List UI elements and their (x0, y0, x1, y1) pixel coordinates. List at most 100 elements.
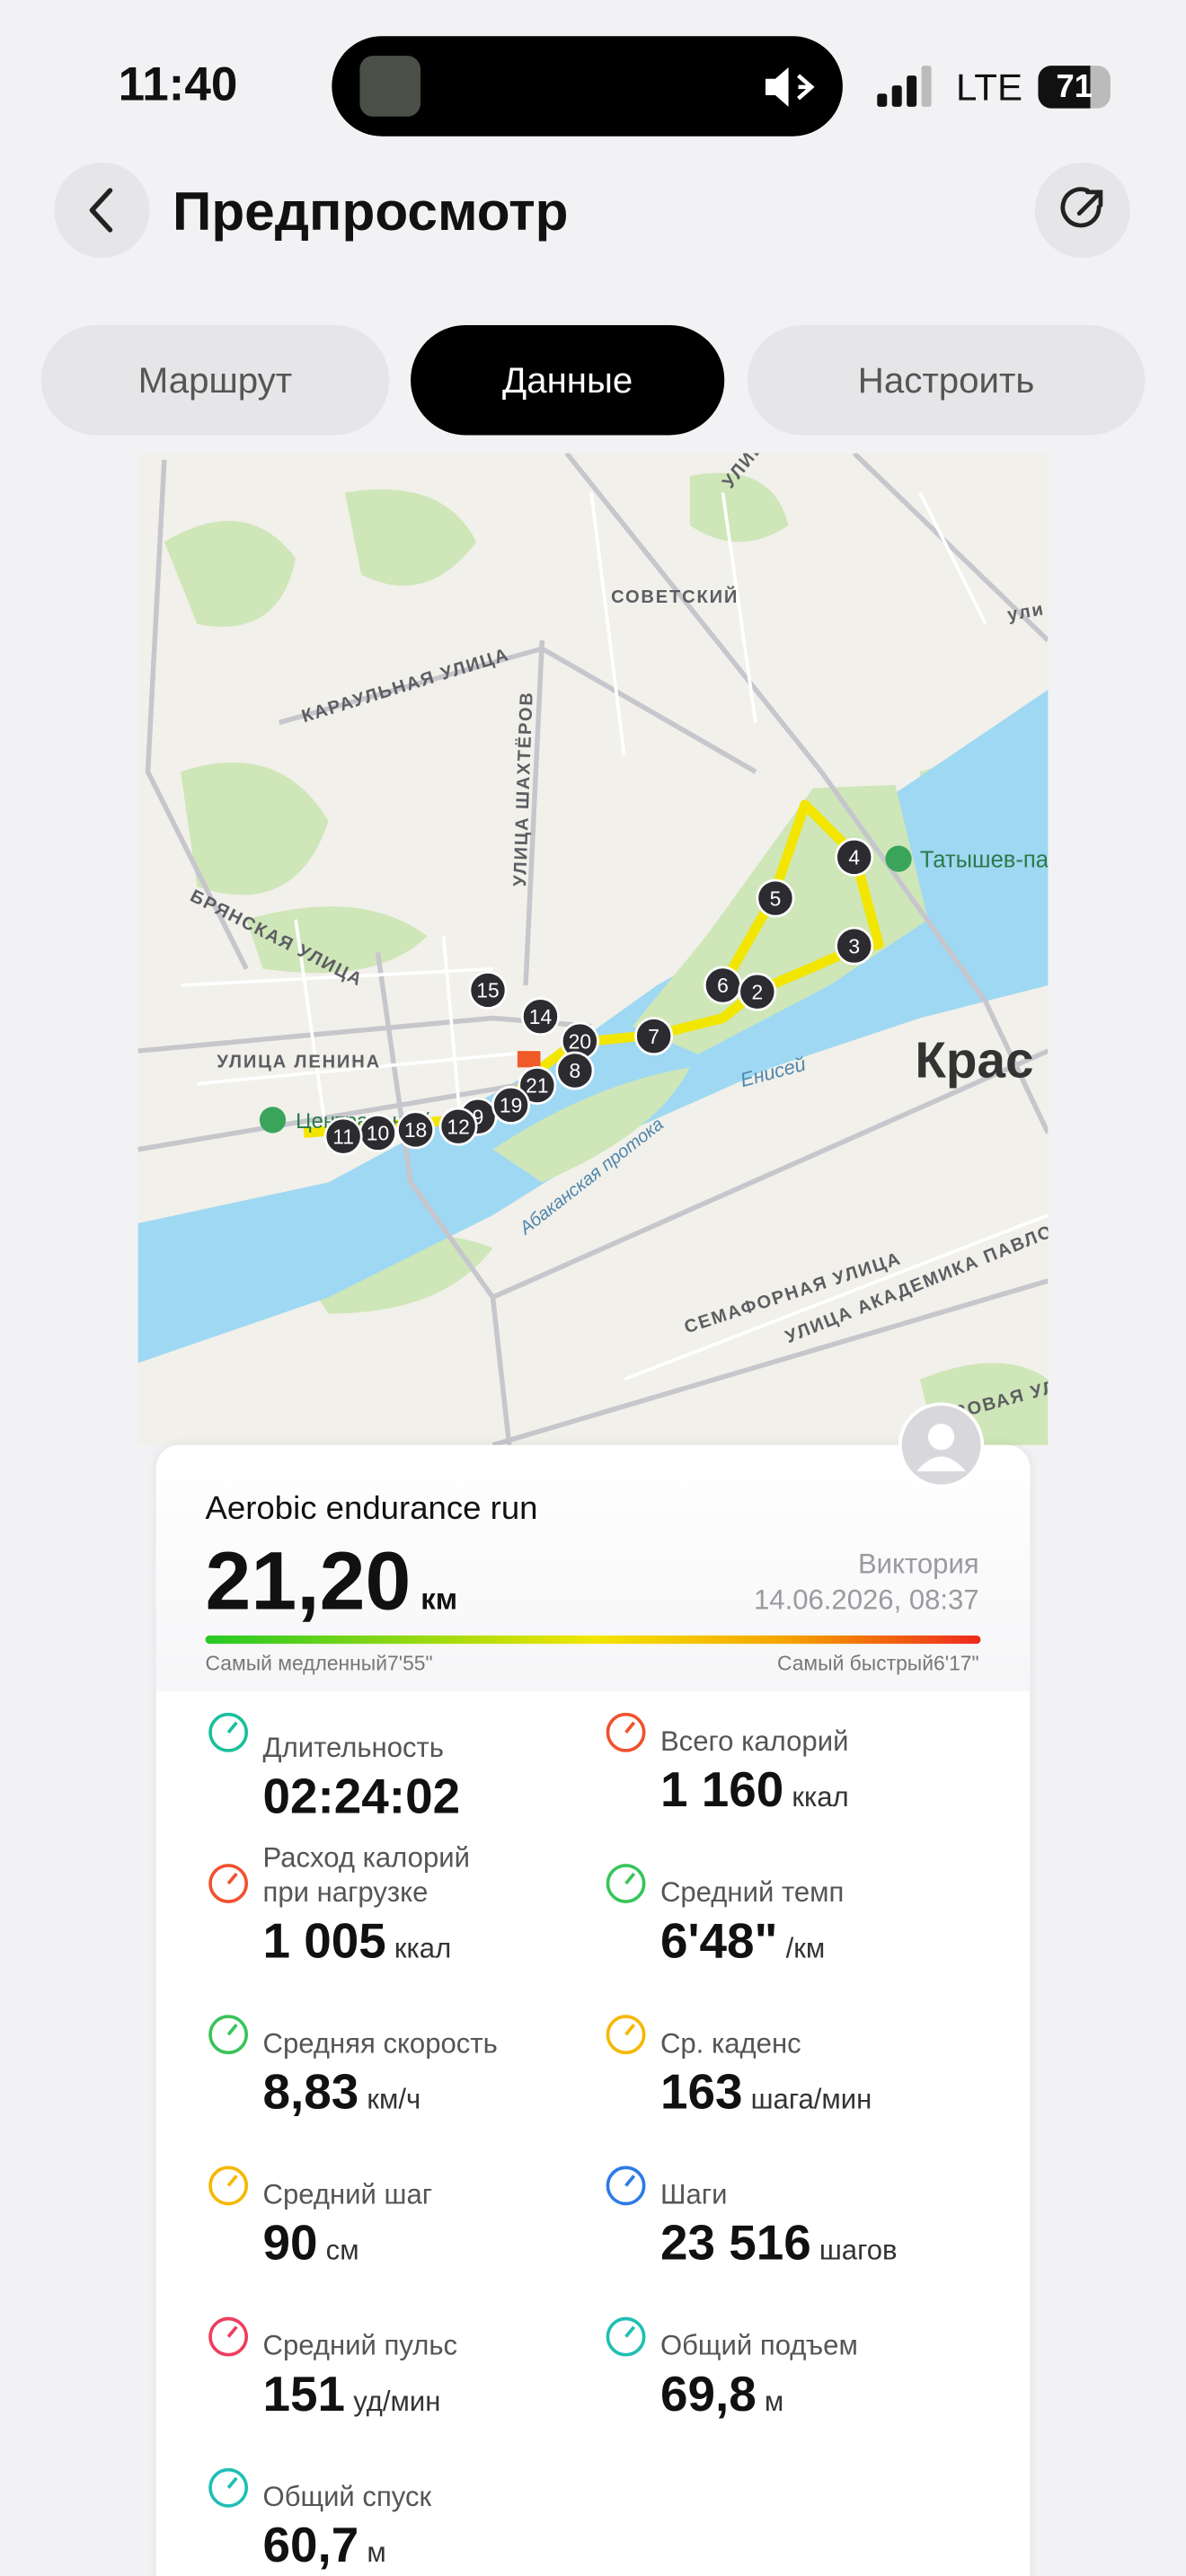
metric-label: Расход калорий при нагрузке (262, 1842, 470, 1909)
back-icon (89, 188, 113, 233)
metric: Всего калорий 1 160 ккал (606, 1712, 1022, 1828)
metric-unit: км/ч (367, 2084, 421, 2115)
route-marker (521, 997, 560, 1037)
metric-icon (208, 2015, 249, 2055)
metric-unit: ккал (792, 1781, 849, 1813)
metric-icon-shape (624, 2175, 636, 2187)
route-marker-label: 19 (500, 1094, 522, 1117)
fastest-label: Самый быстрый (776, 1652, 934, 1675)
route-marker (756, 878, 795, 918)
map-label: Крас (915, 1032, 1033, 1089)
avatar-icon (916, 1424, 967, 1472)
metric-value: 151 (262, 2368, 346, 2422)
route-marker-label: 20 (569, 1029, 591, 1053)
metric: Средний темп 6'48"/км (606, 1864, 1022, 1979)
clock: 11:40 (118, 58, 238, 112)
metric-unit: м (764, 2386, 784, 2418)
metric-icon (208, 1712, 249, 1752)
slowest-label: Самый медленный (205, 1652, 388, 1675)
route-marker (518, 1065, 557, 1105)
metric-value: 1 160 (659, 1763, 784, 1818)
metric-icon (606, 2166, 646, 2206)
distance-unit: км (420, 1583, 458, 1616)
battery: 71 (1038, 66, 1111, 109)
metric-icon-shape (624, 2024, 636, 2036)
streets (181, 491, 1049, 1381)
river (137, 689, 1049, 1363)
metric-unit: см (325, 2235, 359, 2266)
metric-unit: ккал (394, 1932, 452, 1964)
user-name: Виктория (857, 1548, 979, 1580)
metric-unit: /км (785, 1932, 826, 1964)
map-label: СОВЕТСКИЙ (611, 586, 739, 607)
metric-unit: шагов (819, 2235, 898, 2266)
tab[interactable]: Маршрут (40, 324, 390, 436)
metric: Шаги 23 516 шагов (606, 2166, 1022, 2280)
route-marker-label: 7 (648, 1025, 659, 1048)
metric: Длительность 02:24:02 (208, 1712, 624, 1828)
route-marker-label: 6 (717, 974, 729, 997)
metric-icon-shape (624, 2325, 636, 2338)
metric-icon-shape (226, 2325, 238, 2338)
tab[interactable]: Настроить (747, 324, 1146, 436)
metric-value-row: 69,8 м (660, 2367, 1022, 2432)
metric-icon (606, 2316, 646, 2357)
distance: 21,20 км (206, 1534, 458, 1647)
metric-icon-shape (208, 2166, 249, 2206)
metric-label: Всего калорий (659, 1725, 849, 1758)
back-button[interactable] (54, 162, 150, 259)
metric-icon-shape (624, 1872, 636, 1885)
metric-value-row: 02:24:02 (263, 1769, 624, 1828)
activity-name: Aerobic endurance run (205, 1491, 538, 1528)
route-marker-label: 4 (848, 846, 860, 869)
metric-unit: шага/мин (750, 2084, 872, 2115)
metric-icon-shape (226, 1872, 238, 1885)
route-marker (738, 972, 777, 1011)
metric-value: 02:24:02 (262, 1769, 461, 1825)
metric-icon (606, 1712, 646, 1752)
route-marker-label: 11 (332, 1125, 354, 1148)
metric-unit: м (367, 2536, 386, 2569)
metric-value: 163 (659, 2065, 743, 2121)
tab-active[interactable]: Данные (411, 324, 725, 436)
datetime: 14.06.2026, 08:37 (754, 1584, 979, 1616)
share-button[interactable] (1034, 162, 1130, 259)
metric-icon-shape (208, 1712, 249, 1752)
distance-value: 21,20 (205, 1535, 412, 1628)
metric: Общий спуск 60,7 м (208, 2467, 624, 2576)
metric-icon-shape (226, 2175, 238, 2187)
metric-icon-shape (606, 1712, 646, 1752)
avatar (898, 1402, 985, 1488)
route-marker-label: 8 (570, 1059, 581, 1082)
metric-icon (606, 2015, 646, 2055)
metric: Средний пульс 151 уд/мин (208, 2316, 624, 2432)
route-marker-label: 12 (447, 1115, 469, 1138)
metric: Ср. каденс 163 шага/мин (606, 2015, 1022, 2130)
metric-icon-shape (208, 2467, 249, 2508)
signal-icon (877, 66, 932, 107)
metric-value: 23 516 (659, 2217, 811, 2272)
dynamic-island (332, 36, 843, 137)
map-label: Татышев-па (920, 847, 1049, 872)
map-label: УЛИЦА ЛЕНИНА (217, 1052, 381, 1072)
poi-icon (885, 845, 912, 872)
metric: Расход калорий при нагрузке 1 005 ккал (208, 1840, 624, 1979)
metric-label: Средний темп (659, 1876, 845, 1909)
metric-icon-shape (226, 2024, 238, 2036)
route-marker-label: 2 (751, 980, 763, 1003)
metric: Средний шаг 90 см (208, 2166, 624, 2280)
share-icon (1060, 187, 1103, 228)
metric-value: 8,83 (262, 2065, 359, 2121)
route-marker (491, 1085, 531, 1125)
metric-label: Средний шаг (262, 2179, 433, 2210)
metric-value-row: 1 160 ккал (660, 1762, 1022, 1828)
metric-value-row: 151 уд/мин (263, 2367, 624, 2432)
metric-value-row: 6'48"/км (660, 1913, 1022, 1979)
route-marker-label: 14 (529, 1005, 553, 1028)
route-marker (438, 1107, 478, 1146)
metric-icon-shape (226, 1721, 238, 1734)
metric-unit: уд/мин (353, 2386, 441, 2418)
metric-value-row: 8,83 км/ч (263, 2064, 624, 2130)
